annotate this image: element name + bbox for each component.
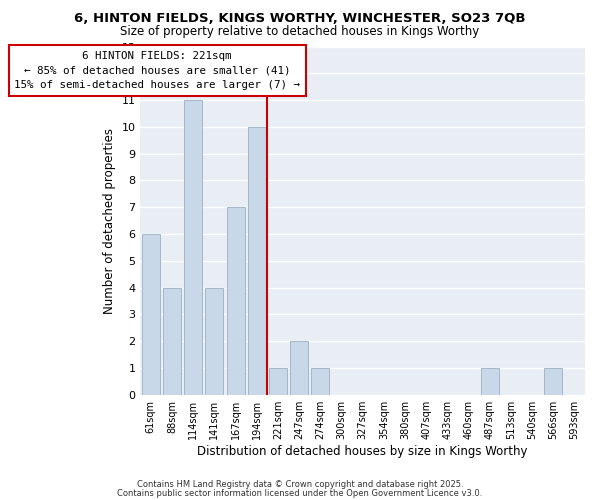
- Bar: [481, 368, 499, 394]
- Bar: [248, 127, 266, 394]
- Text: Size of property relative to detached houses in Kings Worthy: Size of property relative to detached ho…: [121, 25, 479, 38]
- Y-axis label: Number of detached properties: Number of detached properties: [103, 128, 116, 314]
- Bar: [269, 368, 287, 394]
- Text: 6, HINTON FIELDS, KINGS WORTHY, WINCHESTER, SO23 7QB: 6, HINTON FIELDS, KINGS WORTHY, WINCHEST…: [74, 12, 526, 26]
- Text: Contains public sector information licensed under the Open Government Licence v3: Contains public sector information licen…: [118, 490, 482, 498]
- Text: Contains HM Land Registry data © Crown copyright and database right 2025.: Contains HM Land Registry data © Crown c…: [137, 480, 463, 489]
- Bar: [163, 288, 181, 395]
- Text: 6 HINTON FIELDS: 221sqm
← 85% of detached houses are smaller (41)
15% of semi-de: 6 HINTON FIELDS: 221sqm ← 85% of detache…: [14, 50, 300, 90]
- Bar: [184, 100, 202, 394]
- Bar: [227, 207, 245, 394]
- Bar: [311, 368, 329, 394]
- Bar: [205, 288, 223, 395]
- Bar: [142, 234, 160, 394]
- Bar: [544, 368, 562, 394]
- Bar: [290, 341, 308, 394]
- X-axis label: Distribution of detached houses by size in Kings Worthy: Distribution of detached houses by size …: [197, 444, 528, 458]
